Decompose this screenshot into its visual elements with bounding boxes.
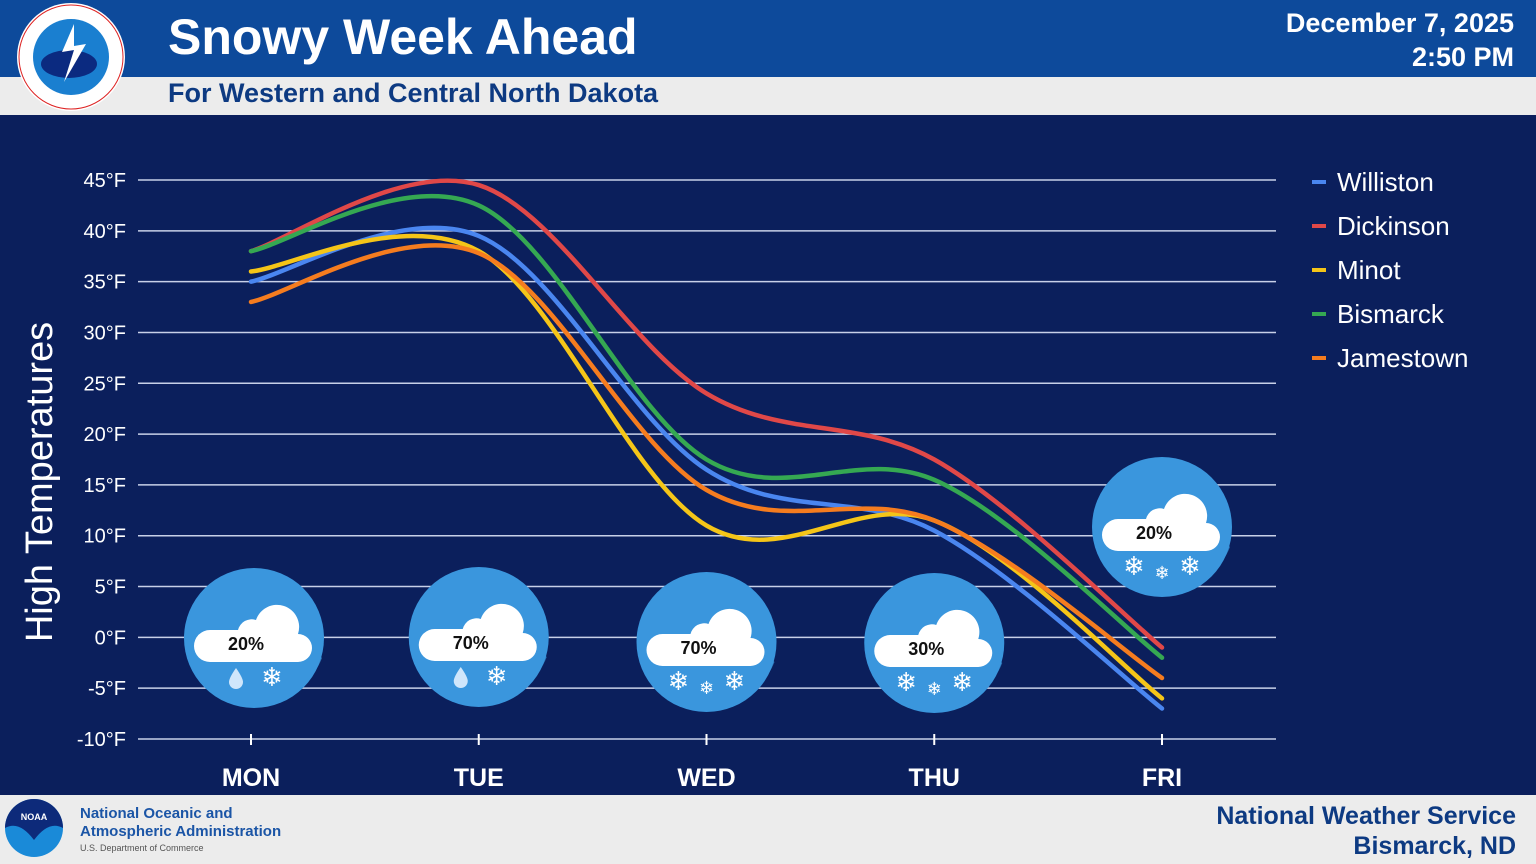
precip-icon-tue: 70% ❄ [408, 567, 549, 707]
svg-text:NOAA: NOAA [21, 812, 48, 822]
precip-chance: 20% [1136, 523, 1172, 543]
precip-chance: 70% [453, 633, 489, 653]
nws-line1: National Weather Service [1216, 802, 1516, 830]
snowflake-icon: ❄ [724, 667, 746, 697]
date-text: December 7, 2025 [1285, 8, 1514, 38]
series-line-dickinson [248, 178, 1165, 650]
cloud-icon [418, 603, 537, 661]
snowflake-icon: ❄ [927, 679, 942, 700]
y-tick-label: 35°F [84, 272, 126, 294]
x-tick-label: WED [677, 764, 735, 792]
temperature-chart: 45°F 40°F 35°F 30°F 25°F 20°F 15°F 10°F 5°F 0°F -5… [19, 167, 1469, 792]
y-tick-label: 45°F [84, 170, 126, 192]
nws-line2: Bismarck, ND [1353, 832, 1516, 860]
legend-label: Bismarck [1337, 299, 1445, 329]
precip-chance: 30% [908, 639, 944, 659]
time-text: 2:50 PM [1411, 42, 1514, 72]
legend-label: Jamestown [1337, 343, 1469, 373]
x-tick-label: FRI [1142, 764, 1182, 792]
precip-chance: 70% [680, 638, 716, 658]
y-tick-label: 10°F [84, 526, 126, 548]
y-tick-label: 15°F [84, 475, 126, 497]
series-line-minot [248, 233, 1165, 701]
snowflake-icon: ❄ [1154, 563, 1169, 584]
timestamp: December 7, 2025 2:50 PM [1286, 6, 1514, 74]
series-line-williston [248, 225, 1165, 711]
y-tick-label: 5°F [95, 577, 126, 599]
precip-icon-wed: 70% ❄ ❄ ❄ [636, 572, 777, 712]
y-axis-label: High Temperatures [19, 322, 61, 642]
raindrop-icon [229, 668, 243, 689]
snowflake-icon: ❄ [486, 662, 508, 692]
noaa-dept: U.S. Department of Commerce [80, 843, 204, 853]
cloud-icon [1102, 493, 1220, 551]
nws-office: National Weather Service Bismarck, ND [1216, 801, 1516, 861]
snowflake-icon: ❄ [1123, 552, 1145, 582]
header-bar [0, 0, 1536, 77]
series-line-bismarck [248, 193, 1165, 660]
snowflake-icon: ❄ [1179, 552, 1201, 582]
y-tick-label: 20°F [84, 424, 126, 446]
y-tick-label: -5°F [88, 678, 126, 700]
chart-area: 45°F 40°F 35°F 30°F 25°F 20°F 15°F 10°F 5°F 0°F -5… [0, 115, 1536, 795]
subtitle-bar [0, 77, 1536, 115]
legend-label: Williston [1337, 167, 1434, 197]
x-tick-label: MON [222, 764, 280, 792]
precip-icon-fri: 20% ❄ ❄ ❄ [1092, 457, 1232, 597]
raindrop-icon [453, 667, 468, 688]
y-tick-label: -10°F [77, 729, 126, 751]
y-tick-label: 0°F [95, 627, 126, 649]
snowflake-icon: ❄ [261, 663, 283, 693]
legend-label: Dickinson [1337, 211, 1450, 241]
precip-icon-mon: 20% ❄ [184, 568, 324, 708]
noaa-name: National Oceanic and Atmospheric Administ… [80, 805, 281, 841]
cloud-icon [646, 608, 765, 666]
x-tick-label: TUE [454, 764, 504, 792]
page-title: Snowy Week Ahead [168, 9, 638, 65]
footer: NOAA National Oceanic and Atmospheric Adm… [0, 795, 1536, 864]
snowflake-icon: ❄ [951, 668, 973, 698]
y-tick-label: 25°F [84, 373, 126, 395]
snowflake-icon: ❄ [668, 667, 690, 697]
x-tick-label: THU [909, 764, 960, 792]
precip-icon-thu: 30% ❄ ❄ ❄ [864, 573, 1005, 713]
legend-label: Minot [1337, 255, 1401, 285]
snowflake-icon: ❄ [699, 678, 714, 699]
y-tick-label: 30°F [84, 322, 126, 344]
noaa-line1: National Oceanic and [80, 805, 233, 822]
precip-chance: 20% [228, 634, 264, 654]
y-tick-label: 40°F [84, 221, 126, 243]
snowflake-icon: ❄ [895, 668, 917, 698]
nws-logo [17, 3, 125, 111]
page-subtitle: For Western and Central North Dakota [168, 78, 659, 108]
cloud-icon [874, 609, 993, 667]
noaa-logo: NOAA [5, 799, 63, 857]
noaa-line2: Atmospheric Administration [80, 823, 282, 840]
cloud-icon [194, 604, 312, 662]
series-line-jamestown [248, 243, 1165, 681]
